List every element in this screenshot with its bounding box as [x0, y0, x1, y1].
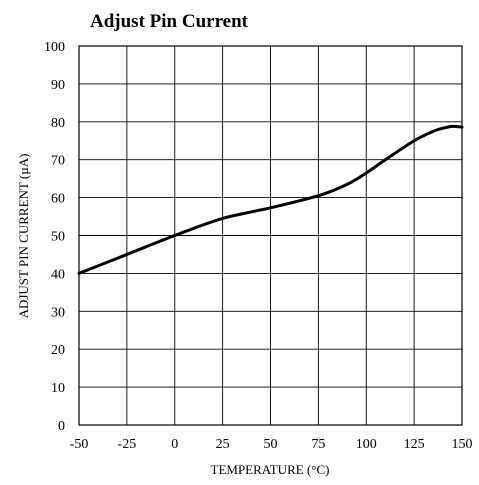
- x-tick-label: 100: [356, 437, 377, 452]
- x-axis-ticks: -50 -25 0 25 50 75 100 125 150: [70, 437, 473, 452]
- x-tick-label: -25: [118, 437, 137, 452]
- y-tick-label: 90: [51, 78, 65, 93]
- x-tick-label: 150: [452, 437, 473, 452]
- y-tick-label: 20: [51, 343, 65, 358]
- x-tick-label: -50: [70, 437, 89, 452]
- y-tick-label: 80: [51, 116, 65, 131]
- chart-title: Adjust Pin Current: [90, 11, 249, 32]
- x-tick-label: 75: [311, 437, 325, 452]
- y-axis-label: ADJUST PIN CURRENT (µA): [16, 154, 31, 319]
- x-tick-label: 0: [171, 437, 178, 452]
- y-axis-ticks: 0 10 20 30 40 50 60 70 80 90 100: [44, 40, 65, 434]
- x-tick-label: 125: [404, 437, 425, 452]
- y-tick-label: 50: [51, 230, 65, 245]
- plot-area-frame: [78, 45, 463, 426]
- y-tick-label: 60: [51, 192, 65, 207]
- y-tick-label: 70: [51, 154, 65, 169]
- y-tick-label: 10: [51, 381, 65, 396]
- adjust-pin-current-line: [77, 124, 464, 275]
- x-tick-label: 25: [216, 437, 230, 452]
- y-tick-label: 100: [44, 40, 65, 55]
- y-tick-label: 40: [51, 267, 65, 282]
- grid-lines: [79, 46, 462, 425]
- y-tick-label: 30: [51, 305, 65, 320]
- y-tick-label: 0: [58, 419, 65, 434]
- x-axis-label: TEMPERATURE (°C): [211, 462, 330, 477]
- x-tick-label: 50: [264, 437, 278, 452]
